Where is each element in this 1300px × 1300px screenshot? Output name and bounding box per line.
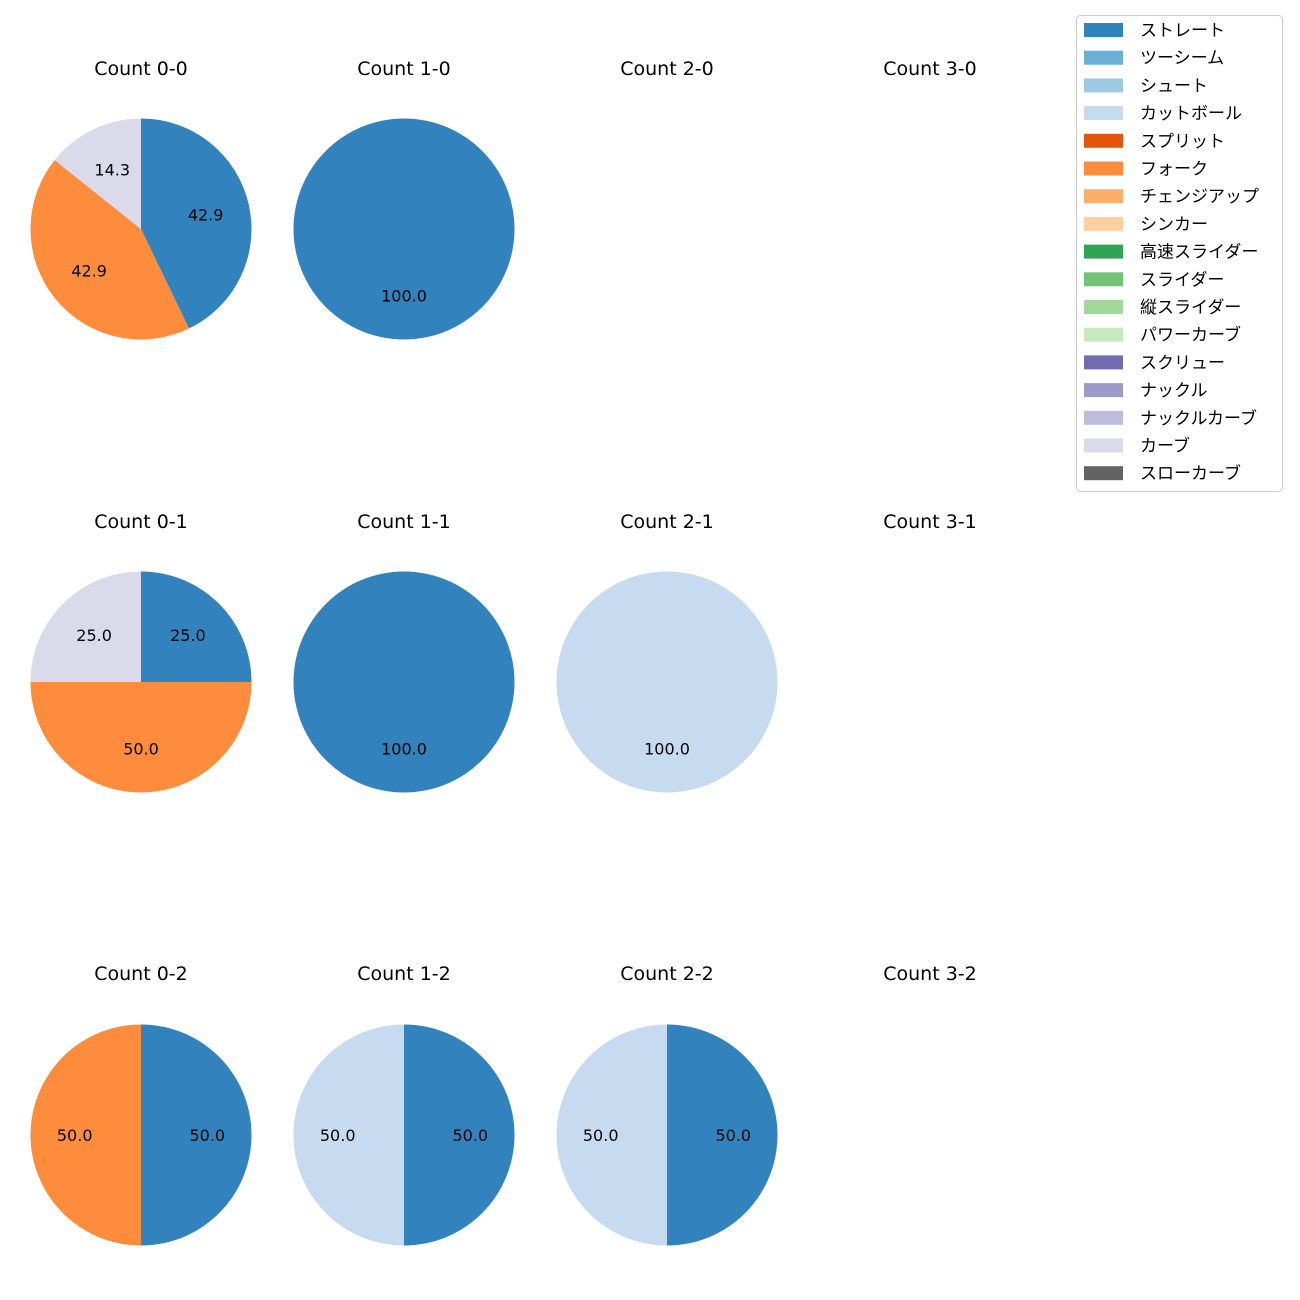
legend-swatch bbox=[1084, 189, 1123, 204]
panel-title: Count 1-1 bbox=[357, 511, 451, 533]
pie-panel: Count 1-0 100.0 bbox=[293, 58, 515, 340]
legend-swatch bbox=[1084, 438, 1123, 453]
pie-slice bbox=[141, 1024, 252, 1246]
legend-label: チェンジアップ bbox=[1140, 187, 1259, 207]
legend-swatch bbox=[1084, 244, 1123, 259]
pie-panel: Count 0-1 25.0 50.0 25.0 bbox=[30, 511, 252, 793]
pie-panel: Count 2-2 50.0 50.0 bbox=[556, 963, 778, 1246]
slice-label: 42.9 bbox=[188, 205, 224, 224]
slice-label: 100.0 bbox=[381, 739, 427, 758]
pie-slice bbox=[404, 1024, 515, 1246]
legend-swatch bbox=[1084, 161, 1123, 176]
slice-label: 50.0 bbox=[57, 1126, 93, 1145]
slice-label: 50.0 bbox=[320, 1126, 356, 1145]
panel-title: Count 2-1 bbox=[620, 511, 714, 533]
legend-label: シュート bbox=[1140, 76, 1208, 96]
pie-panel: Count 1-2 50.0 50.0 bbox=[293, 963, 515, 1246]
panel-title: Count 3-0 bbox=[883, 58, 977, 80]
legend-label: シンカー bbox=[1140, 215, 1208, 235]
legend-swatch bbox=[1084, 106, 1123, 121]
pie-slice bbox=[54, 118, 141, 229]
pie-panel: Count 3-1 bbox=[883, 511, 977, 533]
legend-label: 縦スライダー bbox=[1140, 298, 1241, 318]
slice-label: 25.0 bbox=[76, 626, 112, 645]
legend-frame bbox=[1076, 15, 1283, 492]
pie-slice bbox=[30, 571, 141, 682]
panel-title: Count 1-0 bbox=[357, 58, 451, 80]
slice-label: 100.0 bbox=[644, 739, 690, 758]
pie-panel: Count 1-1 100.0 bbox=[293, 511, 515, 793]
legend-swatch bbox=[1084, 216, 1123, 231]
legend-swatch bbox=[1084, 410, 1123, 425]
legend: ストレートツーシームシュートカットボールスプリットフォークチェンジアップシンカー… bbox=[1076, 15, 1283, 492]
pie-panel: Count 2-0 bbox=[620, 58, 714, 80]
legend-label: ツーシーム bbox=[1140, 49, 1224, 69]
legend-swatch bbox=[1084, 327, 1123, 342]
panel-title: Count 3-2 bbox=[883, 963, 977, 985]
panel-title: Count 3-1 bbox=[883, 511, 977, 533]
legend-label: ナックルカーブ bbox=[1140, 408, 1257, 429]
pie-slice bbox=[30, 1024, 142, 1246]
legend-swatch bbox=[1084, 133, 1123, 148]
pie-panel: Count 3-2 bbox=[883, 963, 977, 985]
pie-slice bbox=[141, 571, 252, 682]
legend-swatch bbox=[1084, 50, 1123, 65]
pie-slice bbox=[30, 682, 252, 793]
pie-slice bbox=[141, 118, 252, 329]
slice-label: 42.9 bbox=[71, 261, 107, 280]
legend-label: カットボール bbox=[1140, 104, 1242, 124]
legend-label: カーブ bbox=[1140, 436, 1190, 457]
legend-label: スローカーブ bbox=[1140, 463, 1241, 484]
pie-slice bbox=[556, 571, 778, 793]
pie-slice bbox=[556, 1024, 667, 1246]
pie-slice bbox=[667, 1024, 778, 1246]
legend-swatch bbox=[1084, 78, 1123, 93]
legend-label: 高速スライダー bbox=[1140, 243, 1258, 263]
pie-slice bbox=[30, 160, 189, 340]
legend-label: ナックル bbox=[1140, 381, 1208, 401]
legend-label: スライダー bbox=[1140, 270, 1224, 290]
slice-label: 50.0 bbox=[715, 1126, 751, 1145]
panel-title: Count 2-0 bbox=[620, 58, 714, 80]
legend-label: スプリット bbox=[1140, 132, 1225, 152]
slice-label: 50.0 bbox=[583, 1126, 619, 1145]
legend-swatch bbox=[1084, 355, 1123, 370]
legend-swatch bbox=[1084, 23, 1123, 37]
slice-label: 50.0 bbox=[123, 739, 159, 758]
slice-label: 50.0 bbox=[189, 1126, 225, 1145]
legend-label: パワーカーブ bbox=[1140, 325, 1241, 346]
legend-swatch bbox=[1084, 300, 1123, 314]
panel-title: Count 1-2 bbox=[357, 963, 451, 985]
legend-label: スクリュー bbox=[1140, 353, 1225, 373]
pie-slice bbox=[293, 1024, 404, 1246]
panel-title: Count 2-2 bbox=[620, 963, 714, 985]
legend-swatch bbox=[1084, 272, 1123, 287]
pie-panel: Count 0-0 42.9 42.9 14.3 bbox=[30, 58, 252, 340]
pie-panel: Count 0-2 50.0 50.0 bbox=[30, 963, 252, 1246]
slice-label: 100.0 bbox=[381, 286, 427, 305]
pie-panel: Count 3-0 bbox=[883, 58, 977, 80]
pie-slice bbox=[293, 571, 515, 793]
panel-title: Count 0-0 bbox=[94, 58, 188, 80]
pie-panel: Count 2-1 100.0 bbox=[556, 511, 778, 793]
legend-label: フォーク bbox=[1140, 160, 1208, 180]
pie-slice bbox=[293, 118, 515, 340]
legend-swatch bbox=[1084, 383, 1123, 398]
panel-title: Count 0-1 bbox=[94, 511, 188, 533]
legend-label: ストレート bbox=[1140, 21, 1225, 41]
slice-label: 14.3 bbox=[94, 160, 130, 179]
legend-swatch bbox=[1084, 466, 1123, 481]
slice-label: 50.0 bbox=[452, 1126, 488, 1145]
panel-title: Count 0-2 bbox=[94, 963, 188, 985]
slice-label: 25.0 bbox=[170, 626, 206, 645]
